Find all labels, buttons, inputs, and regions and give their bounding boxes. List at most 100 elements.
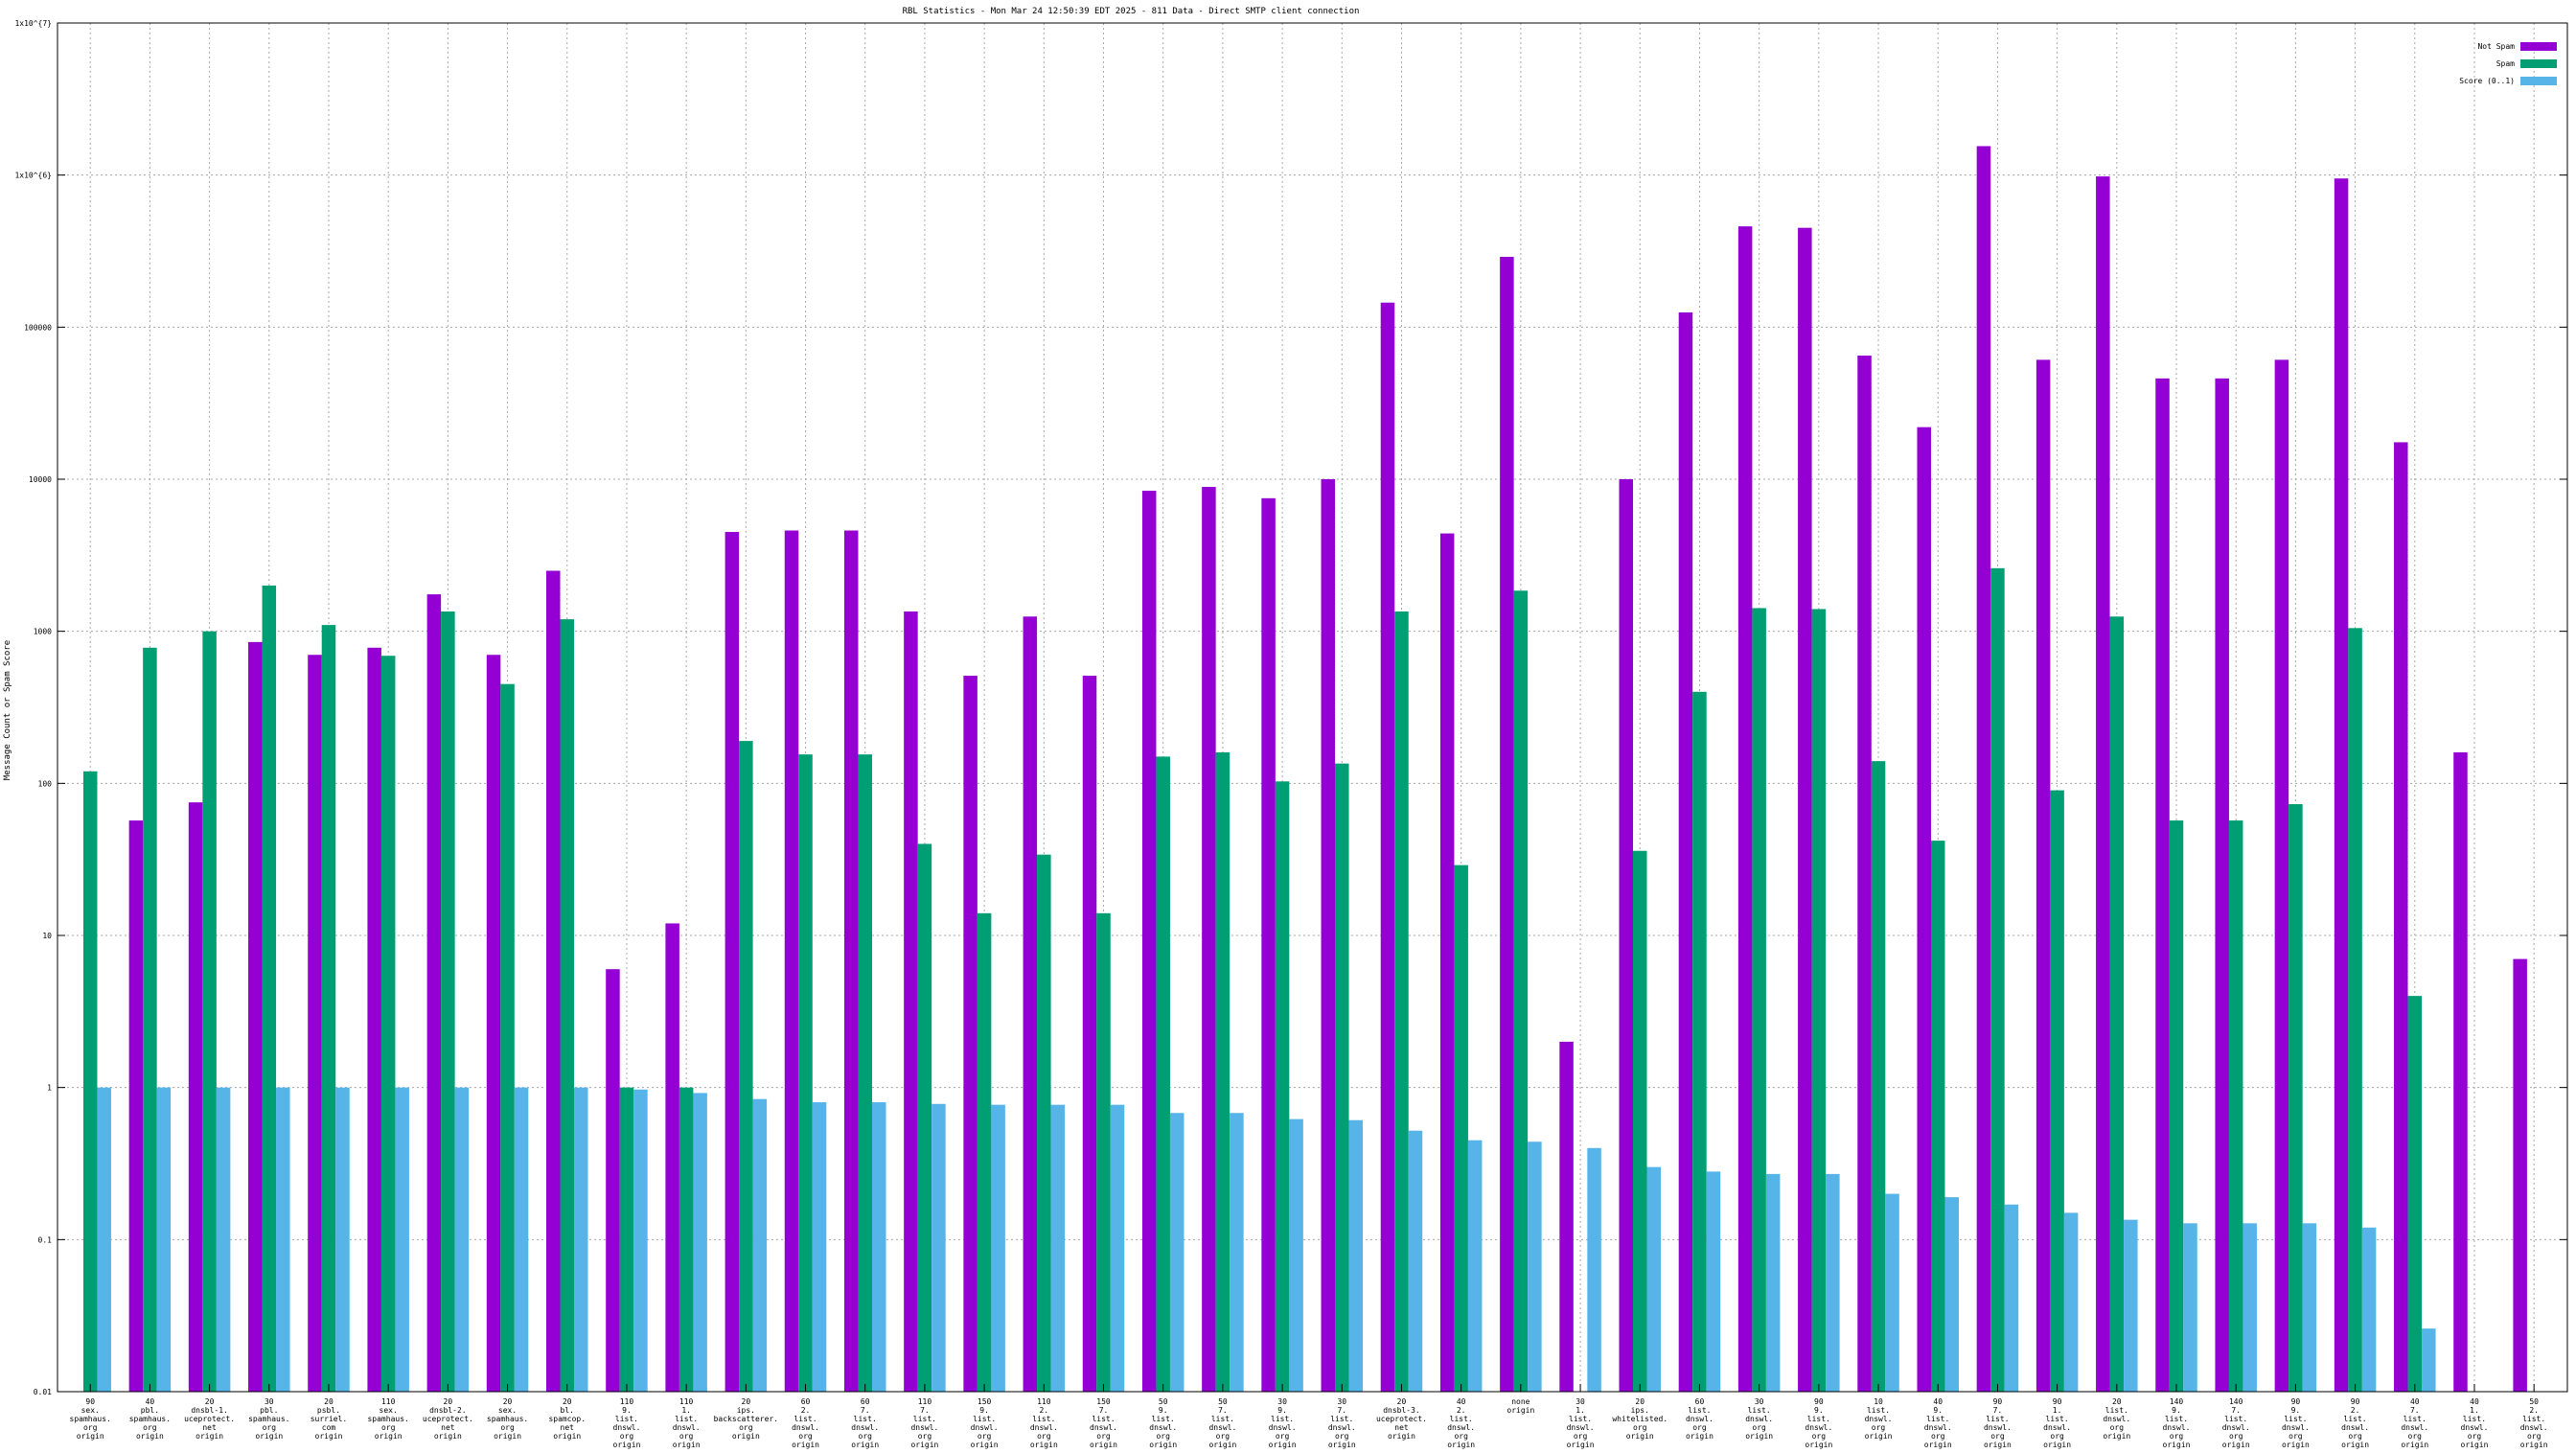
x-tick-label-line: list. [1807,1415,1830,1423]
x-tick-label: 20 bl. spamcop. net origin [548,1397,586,1441]
x-tick-label: 20 list. dnswl. org origin [2103,1397,2130,1441]
x-tick-label-line: origin [2520,1441,2548,1449]
x-tick-label-line: origin [2103,1432,2130,1441]
bars [82,146,2527,1393]
x-tick-label-line: 150 [978,1397,992,1406]
x-tick-label-line: 7. [920,1406,930,1415]
x-tick-label: 90 9. list. dnswl. org origin [2282,1397,2310,1449]
x-tick-label-line: origin [1328,1441,1356,1449]
x-tick-label-line: org [1037,1432,1051,1441]
x-tick-label: 60 2. list. dnswl. org origin [792,1397,819,1449]
bar-not-spam [1619,479,1634,1392]
x-tick-label-line: origin [1388,1432,1415,1441]
x-tick-label-line: net [561,1423,575,1432]
bar-not-spam [1141,491,1157,1392]
chart-title: RBL Statistics - Mon Mar 24 12:50:39 EDT… [903,7,1360,16]
x-tick-label: 40 7. list. dnswl. org origin [2401,1397,2428,1449]
x-tick-label: 90 sex. spamhaus. org origin [70,1397,111,1441]
bar-not-spam [1500,256,1514,1392]
bar-score-0-1 [1230,1113,1244,1392]
bar-spam [262,585,277,1392]
bar-spam [1394,611,1409,1392]
x-tick-label: 140 9. list. dnswl. org origin [2163,1397,2191,1449]
x-tick-label-line: list. [1986,1415,2009,1423]
x-tick-label-line: origin [1805,1441,1832,1449]
x-tick-label-line: org [1096,1432,1111,1441]
x-tick-label-line: dnswl. [1865,1415,1893,1423]
x-tick-label-line: 2. [1457,1406,1466,1415]
y-tick-label: 10000 [29,475,52,484]
bar-not-spam [367,647,381,1392]
x-tick-label-line: 2. [801,1406,811,1415]
x-tick-label-line: dnswl. [1924,1423,1952,1432]
x-tick-label-line: spamhaus. [129,1415,171,1423]
x-tick-label-line: dnswl. [2461,1423,2489,1432]
x-tick-label-line: 110 [381,1397,396,1406]
x-tick-label-line: list. [1271,1415,1294,1423]
bar-spam [2288,804,2303,1392]
x-tick-label: none origin [1506,1397,1534,1415]
x-tick-label: 30 1. list. dnswl. org origin [1567,1397,1595,1449]
bar-score-0-1 [454,1087,470,1392]
bar-score-0-1 [812,1102,827,1392]
x-tick-label-line: dnswl. [2401,1423,2428,1432]
x-tick-label: 20 sex. spamhaus. org origin [487,1397,528,1441]
x-tick-label-line: 9. [2172,1406,2181,1415]
bar-spam [1692,691,1707,1392]
bar-spam [560,619,575,1392]
x-tick-label-line: 2. [2529,1406,2539,1415]
bar-spam [1275,781,1290,1392]
x-tick-label-line: origin [971,1441,999,1449]
x-tick-label-line: org [2408,1432,2423,1441]
x-tick-label-line: list. [1926,1415,1949,1423]
x-tick-label-line: list. [973,1415,996,1423]
x-tick-label-line: origin [1626,1432,1654,1441]
x-tick-label-line: 7. [1099,1406,1109,1415]
x-tick-label-line: 60 [861,1397,870,1406]
x-tick-label: 20 dnsbl-3. uceprotect. net origin [1376,1397,1427,1441]
x-tick-label-line: dnswl. [1149,1423,1177,1432]
x-tick-label-line: 60 [801,1397,811,1406]
x-tick-label-line: origin [613,1441,641,1449]
bar-spam [1156,756,1170,1392]
x-tick-label-line: list. [1330,1415,1353,1423]
x-tick-label-line: origin [255,1432,283,1441]
x-tick-label-line: origin [315,1432,343,1441]
bar-not-spam [1798,227,1812,1392]
bar-spam [2109,616,2125,1392]
x-tick-label-line: backscatterer. [714,1415,778,1423]
bar-score-0-1 [1885,1193,1899,1392]
x-tick-label-line: dnsbl-3. [1383,1406,1420,1415]
bar-spam [2407,996,2423,1392]
bar-not-spam [2096,176,2110,1392]
x-tick-label-line: list. [854,1415,877,1423]
x-tick-label-line: dnswl. [1208,1423,1236,1432]
bar-spam [1335,763,1349,1392]
x-tick-label-line: org [1276,1432,1290,1441]
bar-not-spam [1439,533,1455,1392]
x-tick-label-line: list. [1032,1415,1055,1423]
x-tick-label-line: 9. [622,1406,632,1415]
x-tick-label-line: org [1454,1432,1468,1441]
x-tick-label-line: 7. [2231,1406,2241,1415]
x-tick-label-line: pbl. [141,1406,159,1415]
x-tick-label-line: sex. [380,1406,398,1415]
x-tick-label-line: org [381,1423,396,1432]
x-tick-label-line: dnswl. [1567,1423,1595,1432]
bar-score-0-1 [1408,1130,1423,1392]
x-tick-label-line: list. [794,1415,816,1423]
bar-not-spam [963,676,978,1392]
x-tick-label: 10 list. dnswl. org origin [1865,1397,1893,1441]
x-tick-label-line: origin [2282,1441,2310,1449]
x-tick-label-line: dnswl. [613,1423,641,1432]
bar-score-0-1 [2063,1212,2079,1392]
x-tick-label-line: org [859,1432,873,1441]
bar-score-0-1 [1289,1119,1303,1392]
x-tick-label-line: org [620,1432,634,1441]
bar-score-0-1 [1765,1173,1781,1392]
y-tick-label: 1x10^{7} [14,19,52,28]
x-tick-label: 20 dnsbl-2. uceprotect. net origin [423,1397,473,1441]
x-tick-label-line: dnswl. [1090,1423,1117,1432]
x-tick-label: 40 2. list. dnswl. org origin [1447,1397,1475,1449]
